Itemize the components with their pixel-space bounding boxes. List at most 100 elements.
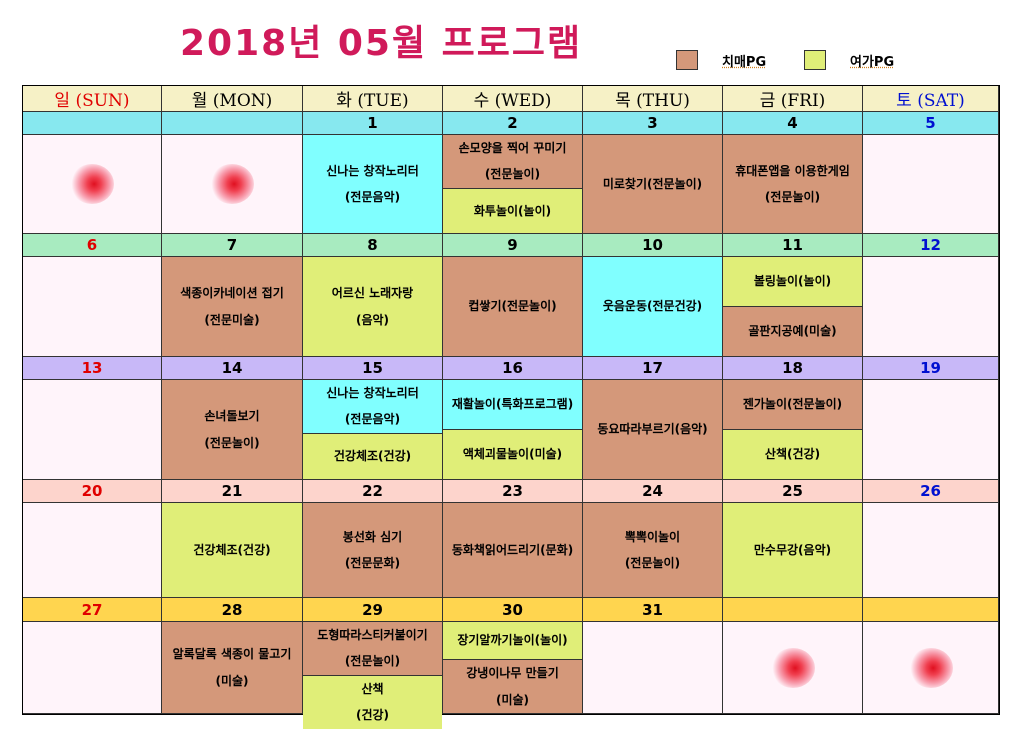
day-content: [23, 622, 162, 714]
activity-text: 색종이카네이션 접기: [180, 286, 284, 301]
program-activity: 산책(건강): [723, 430, 862, 479]
day-content: 휴대폰앱을 이용한게임 (전문놀이): [723, 135, 863, 234]
date-cell: 6: [23, 234, 162, 257]
date-cell: [162, 112, 303, 135]
date-cell: 2: [443, 112, 583, 135]
day-content: [863, 257, 999, 357]
program-activity: 액체괴물놀이(미술): [443, 430, 582, 479]
day-content: 신나는 창작노리터 (전문음악): [303, 135, 443, 234]
activity-text: 건강체조(건강): [193, 542, 271, 557]
date-cell: 25: [723, 480, 863, 503]
activity-text: 컵쌓기(전문놀이): [468, 299, 557, 314]
day-content: 재활놀이(특화프로그램) 액체괴물놀이(미술): [443, 380, 583, 480]
date-cell: 3: [583, 112, 723, 135]
activity-text: 재활놀이(특화프로그램): [451, 397, 574, 412]
program-activity: 건강체조(건강): [162, 503, 302, 597]
day-content: 만수무강(음악): [723, 503, 863, 598]
date-cell: 17: [583, 357, 723, 380]
program-activity: 손녀돌보기 (전문놀이): [162, 380, 302, 479]
activity-text: 봉선화 심기: [342, 529, 403, 544]
calendar-grid: 일 (SUN) 월 (MON) 화 (TUE) 수 (WED) 목 (THU) 금 (FR…: [22, 85, 1000, 729]
date-cell: 22: [303, 480, 443, 503]
day-header: 월 (MON): [162, 86, 303, 112]
activity-text: (전문미술): [204, 312, 260, 327]
program-activity: 뽁뽁이놀이 (전문놀이): [583, 503, 722, 597]
day-content: 웃음운동(전문건강): [583, 257, 723, 357]
activity-text: 골판지공예(미술): [748, 324, 837, 339]
activity-text: (전문놀이): [624, 556, 681, 570]
date-cell: 15: [303, 357, 443, 380]
program-activity: 미로찾기(전문놀이): [583, 135, 722, 233]
program-activity: 휴대폰앱을 이용한게임 (전문놀이): [723, 135, 862, 233]
day-content: [863, 135, 999, 234]
activity-text: 만수무강(음악): [753, 542, 832, 557]
day-content: 동화책읽어드리기(문화): [443, 503, 583, 598]
activity-text: (전문놀이): [764, 190, 821, 204]
date-cell: [23, 112, 162, 135]
program-activity: 손모양을 찍어 꾸미기 (전문놀이): [443, 135, 582, 189]
flower-icon: [70, 164, 114, 204]
program-activity: 컵쌓기(전문놀이): [443, 257, 582, 356]
date-cell: 10: [583, 234, 723, 257]
program-activity: 알록달록 색종이 물고기 (미술): [162, 622, 302, 713]
activity-text: (음악): [355, 312, 390, 327]
program-activity: 골판지공예(미술): [723, 307, 862, 356]
activity-text: (전문문화): [344, 556, 401, 570]
activity-text: 볼링놀이(놀이): [753, 274, 832, 289]
activity-text: (미술): [215, 673, 249, 688]
date-cell: 30: [443, 598, 583, 622]
day-content: [723, 622, 863, 714]
day-content: 손모양을 찍어 꾸미기 (전문놀이) 화투놀이(놀이): [443, 135, 583, 234]
day-header: 화 (TUE): [303, 86, 443, 112]
activity-text: 산책(건강): [764, 447, 821, 462]
day-content: 알록달록 색종이 물고기 (미술): [162, 622, 303, 714]
date-cell: 19: [863, 357, 999, 380]
day-content: 미로찾기(전문놀이): [583, 135, 723, 234]
activity-text: 장기알까기놀이(놀이): [457, 633, 568, 648]
activity-text: (전문음악): [344, 412, 401, 427]
program-activity: 강냉이나무 만들기 (미술): [443, 660, 582, 713]
day-content: 건강체조(건강): [162, 503, 303, 598]
activity-text: 휴대폰앱을 이용한게임: [735, 163, 850, 178]
day-content: [863, 503, 999, 598]
day-header: 금 (FRI): [723, 86, 863, 112]
program-activity: 색종이카네이션 접기 (전문미술): [162, 257, 302, 356]
day-content: 어르신 노래자랑 (음악): [303, 257, 443, 357]
activity-text: 손모양을 찍어 꾸미기: [458, 141, 567, 155]
date-cell: [723, 598, 863, 622]
program-activity: 신나는 창작노리터 (전문음악): [303, 135, 442, 233]
activity-text: 액체괴물놀이(미술): [462, 447, 563, 462]
activity-text: 어르신 노래자랑: [331, 286, 414, 301]
date-cell: 13: [23, 357, 162, 380]
day-content: 컵쌓기(전문놀이): [443, 257, 583, 357]
date-cell: [863, 598, 999, 622]
activity-text: (미술): [495, 692, 530, 707]
program-activity: 만수무강(음악): [723, 503, 862, 597]
day-content: [23, 503, 162, 598]
legend-dementia: 치매PG: [676, 50, 766, 70]
activity-text: 도형따라스티커붙이기: [317, 628, 428, 642]
flower-icon: [210, 164, 254, 204]
program-activity: 봉선화 심기 (전문문화): [303, 503, 442, 597]
day-content: [162, 135, 303, 234]
program-activity: 화투놀이(놀이): [443, 188, 582, 233]
activity-text: 손녀돌보기: [204, 409, 260, 424]
date-cell: 23: [443, 480, 583, 503]
activity-text: 젠가놀이(전문놀이): [742, 397, 843, 412]
day-content: 볼링놀이(놀이) 골판지공예(미술): [723, 257, 863, 357]
date-cell: 27: [23, 598, 162, 622]
date-cell: 5: [863, 112, 999, 135]
program-activity: 도형따라스티커붙이기 (전문놀이): [303, 622, 442, 676]
day-content: 뽁뽁이놀이 (전문놀이): [583, 503, 723, 598]
program-activity: 건강체조(건강): [303, 433, 442, 479]
day-content: 손녀돌보기 (전문놀이): [162, 380, 303, 480]
activity-text: 알록달록 색종이 물고기: [172, 647, 292, 662]
activity-text: 동요따라부르기(음악): [597, 422, 708, 437]
day-header: 토 (SAT): [863, 86, 999, 112]
day-content: [583, 622, 723, 714]
day-header: 수 (WED): [443, 86, 583, 112]
flower-icon: [770, 647, 815, 688]
day-content: 봉선화 심기 (전문문화): [303, 503, 443, 598]
program-activity: 어르신 노래자랑 (음악): [303, 257, 442, 356]
day-content: 동요따라부르기(음악): [583, 380, 723, 480]
